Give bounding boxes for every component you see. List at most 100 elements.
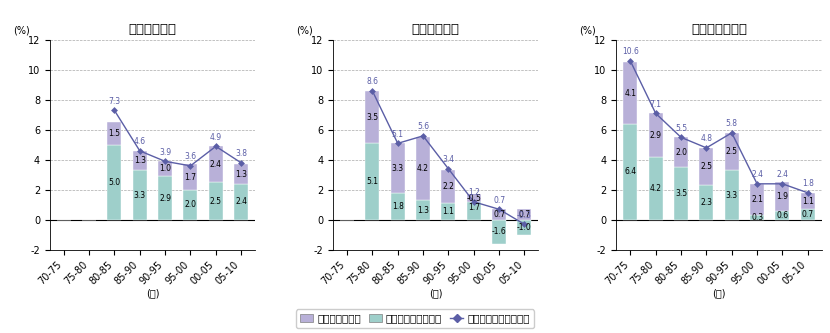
Bar bbox=[391, 143, 405, 193]
Text: 2.9: 2.9 bbox=[650, 131, 662, 140]
Text: 1.9: 1.9 bbox=[776, 192, 788, 201]
Text: 2.4: 2.4 bbox=[235, 197, 247, 206]
Text: 0.3: 0.3 bbox=[751, 213, 763, 222]
Text: 4.9: 4.9 bbox=[210, 133, 222, 142]
Text: 5.5: 5.5 bbox=[675, 124, 687, 133]
Text: 5.1: 5.1 bbox=[392, 130, 403, 139]
Bar bbox=[517, 220, 531, 235]
Text: 3.5: 3.5 bbox=[366, 113, 378, 122]
Title: ドイツ　全産業: ドイツ 全産業 bbox=[691, 23, 747, 36]
Text: 4.8: 4.8 bbox=[701, 134, 712, 143]
Bar bbox=[365, 143, 379, 220]
Bar bbox=[775, 211, 789, 220]
Text: 5.6: 5.6 bbox=[417, 122, 429, 131]
Bar bbox=[234, 164, 248, 184]
Bar bbox=[466, 194, 481, 220]
Text: -0.3: -0.3 bbox=[517, 211, 532, 220]
Text: 1.8: 1.8 bbox=[392, 202, 403, 211]
Text: 5.8: 5.8 bbox=[725, 119, 738, 128]
Bar bbox=[725, 133, 739, 170]
Bar bbox=[234, 184, 248, 220]
Bar bbox=[801, 193, 815, 209]
X-axis label: (年): (年) bbox=[146, 288, 159, 298]
Text: 2.5: 2.5 bbox=[701, 162, 712, 171]
Bar bbox=[649, 113, 662, 157]
Bar bbox=[492, 220, 506, 244]
Text: 4.2: 4.2 bbox=[650, 184, 662, 193]
Bar bbox=[623, 124, 637, 220]
Text: 7.3: 7.3 bbox=[109, 97, 120, 106]
Text: 3.3: 3.3 bbox=[725, 190, 738, 199]
Bar bbox=[133, 170, 147, 220]
Bar bbox=[649, 157, 662, 220]
Bar bbox=[391, 193, 405, 220]
Text: 0.7: 0.7 bbox=[493, 210, 505, 219]
Text: 8.6: 8.6 bbox=[366, 77, 378, 86]
Bar bbox=[416, 137, 430, 200]
Bar bbox=[416, 200, 430, 220]
Bar bbox=[107, 123, 121, 145]
Text: 7.1: 7.1 bbox=[650, 100, 662, 109]
Text: 4.1: 4.1 bbox=[624, 89, 637, 98]
Title: 米国　全産業: 米国 全産業 bbox=[129, 23, 177, 36]
Text: 0.7: 0.7 bbox=[802, 210, 814, 219]
Text: 3.9: 3.9 bbox=[159, 148, 171, 157]
Bar bbox=[700, 185, 713, 220]
Text: (%): (%) bbox=[579, 26, 596, 36]
Text: 0.7: 0.7 bbox=[493, 196, 505, 205]
Bar bbox=[133, 151, 147, 170]
Text: 1.8: 1.8 bbox=[802, 179, 813, 188]
Text: (%): (%) bbox=[296, 26, 313, 36]
Text: 2.4: 2.4 bbox=[751, 170, 763, 179]
Text: 2.5: 2.5 bbox=[210, 196, 222, 205]
Bar bbox=[466, 194, 481, 202]
Text: 1.3: 1.3 bbox=[417, 205, 429, 214]
X-axis label: (年): (年) bbox=[429, 288, 442, 298]
Bar bbox=[209, 147, 222, 182]
Text: 0.6: 0.6 bbox=[776, 211, 788, 220]
Text: 5.1: 5.1 bbox=[366, 177, 378, 186]
Text: 2.5: 2.5 bbox=[725, 147, 738, 156]
Bar bbox=[209, 182, 222, 220]
Text: 1.7: 1.7 bbox=[468, 202, 480, 211]
Text: 1.1: 1.1 bbox=[802, 196, 813, 205]
Text: 1.3: 1.3 bbox=[134, 156, 146, 165]
Text: 1.1: 1.1 bbox=[442, 207, 454, 216]
Text: 3.6: 3.6 bbox=[184, 152, 197, 162]
Bar bbox=[775, 182, 789, 211]
Bar bbox=[492, 209, 506, 220]
Bar bbox=[159, 161, 172, 176]
Text: 4.6: 4.6 bbox=[134, 137, 146, 147]
Bar bbox=[801, 209, 815, 220]
Text: 3.8: 3.8 bbox=[235, 149, 247, 159]
Text: 2.0: 2.0 bbox=[184, 200, 197, 209]
Bar bbox=[365, 91, 379, 143]
Text: 3.5: 3.5 bbox=[675, 189, 687, 198]
Text: -1.6: -1.6 bbox=[491, 227, 506, 236]
Text: 2.9: 2.9 bbox=[159, 193, 171, 202]
Bar bbox=[750, 184, 764, 215]
Text: 2.0: 2.0 bbox=[675, 148, 687, 157]
Text: 10.6: 10.6 bbox=[622, 47, 639, 56]
Text: 2.2: 2.2 bbox=[442, 182, 454, 191]
Text: -1.0: -1.0 bbox=[517, 223, 532, 232]
Text: (%): (%) bbox=[12, 26, 30, 36]
Text: 1.5: 1.5 bbox=[109, 129, 120, 138]
Bar bbox=[442, 170, 456, 203]
Text: 1.0: 1.0 bbox=[159, 164, 171, 173]
Text: 2.4: 2.4 bbox=[776, 170, 788, 179]
Bar bbox=[442, 203, 456, 220]
Text: 2.1: 2.1 bbox=[751, 195, 763, 204]
Text: 0.7: 0.7 bbox=[519, 210, 530, 219]
Bar bbox=[159, 176, 172, 220]
Bar bbox=[674, 137, 688, 167]
Text: 1.7: 1.7 bbox=[184, 172, 197, 181]
Bar bbox=[183, 190, 198, 220]
Text: 2.4: 2.4 bbox=[210, 160, 222, 169]
Bar bbox=[517, 209, 531, 220]
Text: 2.3: 2.3 bbox=[701, 198, 712, 207]
Text: 6.4: 6.4 bbox=[624, 167, 637, 176]
Bar bbox=[725, 170, 739, 220]
Text: 1.3: 1.3 bbox=[235, 169, 247, 178]
Bar bbox=[183, 164, 198, 190]
